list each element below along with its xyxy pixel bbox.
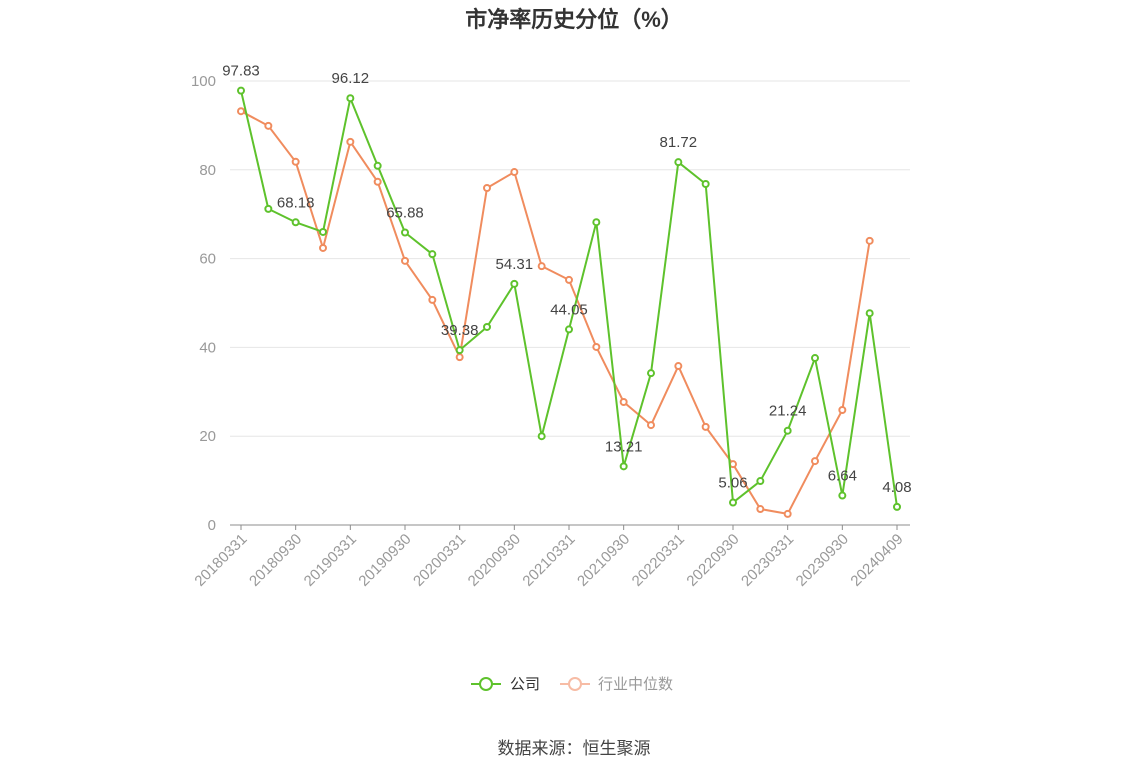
data-labels: 97.83 68.18 96.12 65.88 39.38 54.31 44.05 13.21… (222, 63, 911, 496)
data-point[interactable] (865, 309, 874, 318)
y-tick-label: 60 (199, 251, 216, 268)
data-point[interactable] (783, 509, 792, 518)
data-point[interactable] (674, 158, 683, 167)
x-tick-label: 20220331 (629, 531, 688, 590)
data-label: 68.18 (277, 194, 315, 211)
data-label: 4.08 (882, 479, 911, 496)
data-point[interactable] (537, 262, 546, 271)
data-point[interactable] (647, 421, 655, 430)
x-axis: 2018033120180930201903312019093020200331… (191, 524, 910, 590)
data-point[interactable] (373, 177, 382, 186)
data-label: 13.21 (605, 438, 643, 455)
data-point[interactable] (428, 295, 437, 304)
data-point[interactable] (291, 218, 300, 227)
data-label: 54.31 (496, 256, 534, 273)
y-tick-label: 80 (199, 162, 216, 179)
data-point[interactable] (565, 325, 573, 334)
data-point[interactable] (319, 227, 327, 236)
data-point[interactable] (838, 406, 847, 415)
data-point[interactable] (483, 184, 491, 193)
data-point[interactable] (237, 107, 245, 116)
data-point[interactable] (619, 398, 628, 407)
data-point[interactable] (729, 498, 737, 507)
series-0 (237, 86, 901, 511)
data-point[interactable] (455, 346, 464, 355)
data-label: 6.64 (828, 468, 857, 485)
x-tick-label: 20200930 (465, 531, 524, 590)
series-1 (237, 107, 874, 518)
data-point[interactable] (701, 180, 710, 189)
data-point[interactable] (701, 422, 710, 431)
data-point[interactable] (401, 228, 409, 237)
data-point[interactable] (811, 457, 819, 466)
data-point[interactable] (893, 502, 901, 511)
legend: 公司 行业中位数 (471, 676, 673, 693)
y-tick-label: 20 (199, 428, 216, 445)
data-point[interactable] (838, 491, 847, 500)
data-point[interactable] (237, 86, 245, 95)
data-point[interactable] (373, 161, 382, 170)
x-tick-label: 20180331 (191, 531, 250, 590)
y-tick-label: 40 (199, 339, 216, 356)
legend-circle-icon (479, 677, 493, 691)
x-tick-label: 20210331 (519, 531, 578, 590)
data-label: 65.88 (386, 204, 424, 221)
data-point[interactable] (346, 94, 355, 103)
data-point[interactable] (428, 250, 437, 259)
data-point[interactable] (592, 342, 601, 351)
series-layer (237, 86, 901, 518)
data-label: 97.83 (222, 63, 260, 80)
data-point[interactable] (729, 460, 737, 469)
x-tick-label: 20190331 (301, 531, 360, 590)
data-point[interactable] (346, 137, 355, 146)
legend-item-company[interactable]: 公司 (471, 676, 540, 693)
series-line (240, 110, 871, 515)
data-point[interactable] (592, 218, 601, 227)
data-point[interactable] (756, 477, 765, 486)
data-label: 81.72 (660, 134, 698, 151)
x-tick-label: 20210930 (574, 531, 633, 590)
data-label: 44.05 (550, 301, 588, 318)
legend-circle-icon (568, 677, 582, 691)
x-tick-label: 20200331 (410, 531, 469, 590)
data-point[interactable] (647, 369, 655, 378)
data-label: 21.24 (769, 403, 807, 420)
data-point[interactable] (674, 362, 683, 371)
x-tick-label: 20190930 (355, 531, 414, 590)
chart-title: 市净率历史分位（%） (465, 7, 683, 32)
data-point[interactable] (291, 157, 300, 166)
data-point[interactable] (510, 279, 519, 288)
data-point[interactable] (264, 204, 273, 213)
data-point[interactable] (865, 236, 874, 245)
data-point[interactable] (264, 121, 273, 130)
series-line (240, 90, 898, 508)
legend-item-industry-median[interactable]: 行业中位数 (560, 676, 673, 693)
data-point[interactable] (565, 275, 573, 284)
legend-label-company: 公司 (510, 676, 540, 693)
x-tick-label: 20180930 (246, 531, 305, 590)
data-point[interactable] (510, 168, 519, 177)
data-label: 5.06 (718, 475, 747, 492)
x-tick-label: 20220930 (683, 531, 742, 590)
y-tick-label: 0 (208, 517, 216, 534)
data-label: 96.12 (332, 70, 370, 87)
data-point[interactable] (455, 353, 464, 362)
x-tick-label: 20240409 (847, 531, 906, 590)
data-point[interactable] (811, 354, 819, 363)
y-tick-label: 100 (191, 73, 216, 90)
data-point[interactable] (401, 256, 409, 265)
x-tick-label: 20230930 (793, 531, 852, 590)
data-point[interactable] (537, 432, 546, 441)
data-point[interactable] (783, 426, 792, 435)
x-tick-label: 20230331 (738, 531, 797, 590)
data-point[interactable] (756, 505, 765, 514)
legend-label-industry-median: 行业中位数 (598, 676, 673, 693)
data-point[interactable] (319, 243, 327, 252)
data-point[interactable] (619, 462, 628, 471)
data-source: 数据来源：恒生聚源 (498, 739, 651, 758)
data-point[interactable] (483, 322, 491, 331)
data-label: 39.38 (441, 322, 479, 339)
